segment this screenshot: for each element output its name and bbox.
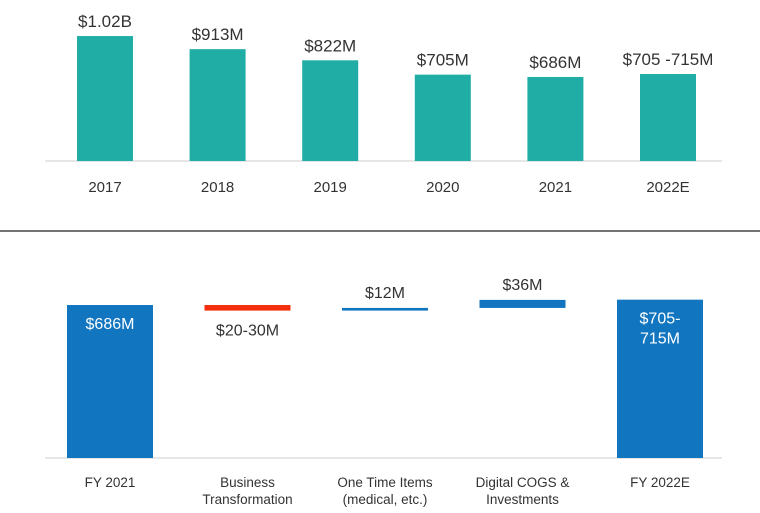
value-label: $36M [502, 277, 542, 294]
x-tick-label: 2022E [646, 179, 689, 196]
delta-bar [479, 299, 566, 308]
value-label: $20-30M [216, 323, 279, 340]
value-label: $1.02B [78, 12, 132, 31]
x-tick-label: FY 2022E [630, 475, 690, 490]
bar [414, 74, 471, 161]
value-label: $705-715M [640, 311, 681, 348]
value-label: $705 -715M [623, 50, 714, 69]
x-tick-label: FY 2021 [84, 475, 136, 490]
value-label: $12M [365, 285, 405, 302]
value-label: $913M [192, 25, 244, 44]
delta-bar [342, 307, 428, 311]
x-tick-label: 2020 [426, 179, 459, 196]
value-label: $705M [417, 51, 469, 70]
x-tick-label: 2017 [88, 179, 121, 196]
value-label: $822M [304, 36, 356, 55]
bar [302, 60, 359, 161]
x-tick-label: One Time Items (medical, etc.) [337, 475, 433, 507]
bar [77, 36, 133, 161]
value-label: $686M [529, 53, 581, 72]
bar [640, 74, 696, 161]
x-tick-label: Digital COGS & Investments [475, 475, 570, 507]
x-tick-label: 2019 [314, 179, 347, 196]
x-tick-label: 2021 [539, 179, 572, 196]
bar [189, 49, 246, 161]
delta-bar [204, 305, 291, 311]
x-tick-label: Business Transformation [202, 475, 293, 507]
value-label: $686M [86, 316, 135, 333]
x-tick-label: 2018 [201, 179, 234, 196]
bar [527, 76, 584, 161]
total-bar [67, 305, 153, 458]
total-bar [617, 299, 703, 458]
